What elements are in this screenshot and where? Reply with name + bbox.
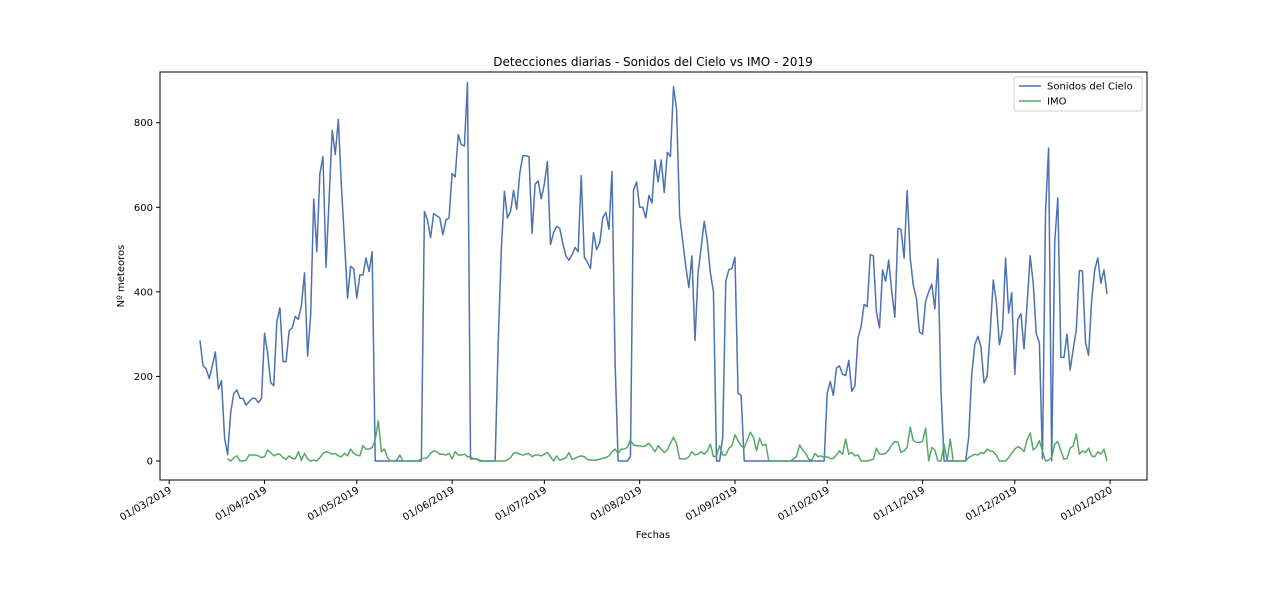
x-tick-label: 01/05/2019 (306, 485, 361, 523)
legend: Sonidos del Cielo IMO (1013, 76, 1143, 112)
legend-label-imo: IMO (1047, 97, 1067, 108)
x-tick-label: 01/09/2019 (684, 485, 739, 523)
y-tick-label: 400 (134, 287, 153, 298)
x-tick-label: 01/04/2019 (214, 485, 269, 523)
x-tick-label: 01/03/2019 (118, 485, 173, 523)
y-axis: 0 200 400 600 800 (134, 118, 160, 467)
chart-title: Detecciones diarias - Sonidos del Cielo … (493, 55, 812, 69)
plot-frame (159, 71, 1148, 481)
x-tick-label: 01/10/2019 (776, 485, 831, 523)
series-line-0 (199, 81, 1108, 462)
y-tick-label: 600 (134, 203, 153, 214)
series-line-1 (227, 420, 1108, 462)
y-axis-label: Nº meteoros (116, 245, 127, 308)
series-layer (199, 81, 1108, 462)
x-tick-label: 01/07/2019 (493, 485, 548, 523)
x-axis-label: Fechas (636, 530, 671, 541)
x-axis: 01/03/2019 01/04/2019 01/05/2019 01/06/2019… (118, 480, 1115, 523)
x-tick-label: 01/11/2019 (872, 485, 927, 523)
y-tick-label: 200 (134, 372, 153, 383)
x-tick-label: 01/01/2020 (1059, 485, 1114, 523)
x-tick-label: 01/08/2019 (589, 485, 644, 523)
legend-label-sonidos: Sonidos del Cielo (1047, 82, 1133, 93)
y-tick-label: 800 (134, 118, 153, 129)
legend-box (1013, 76, 1143, 112)
x-tick-label: 01/12/2019 (964, 485, 1019, 523)
x-tick-label: 01/06/2019 (401, 485, 456, 523)
y-tick-label: 0 (147, 456, 153, 467)
